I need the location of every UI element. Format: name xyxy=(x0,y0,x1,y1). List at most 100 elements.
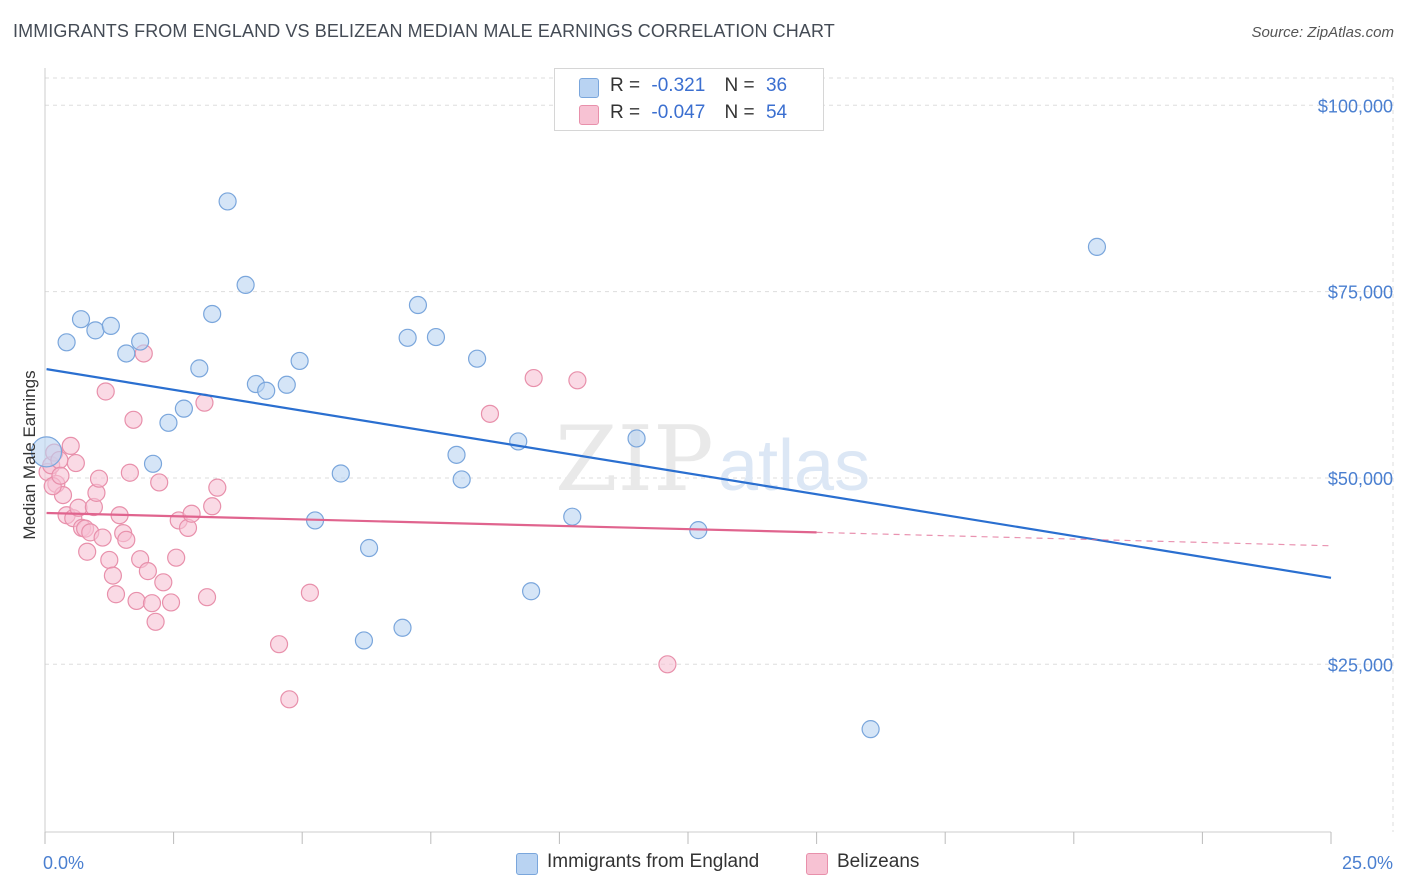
england-point xyxy=(522,582,541,601)
legend: R = -0.321 N = 36 R = -0.047 N = 54 xyxy=(554,68,824,131)
belizeans-point xyxy=(161,593,181,612)
y-tick-labels: $25,000 $50,000 $75,000 $100,000 xyxy=(1318,96,1393,675)
belizeans-point xyxy=(100,550,119,570)
legend-r-value: -0.047 xyxy=(651,102,706,123)
belizeans-point xyxy=(300,583,320,602)
bottom-legend-swatch-blue xyxy=(516,853,538,875)
legend-r-label: R = xyxy=(610,102,641,123)
belizeans-point xyxy=(480,404,500,423)
england-point xyxy=(203,304,222,324)
legend-n-value: 36 xyxy=(765,75,788,96)
england-point xyxy=(452,470,471,489)
england-point xyxy=(86,321,105,340)
england-point xyxy=(447,445,466,464)
england-point xyxy=(190,359,209,378)
england-point xyxy=(627,429,646,448)
england-points xyxy=(30,192,1107,739)
legend-swatch-blue xyxy=(579,78,599,98)
y-tick-label: $100,000 xyxy=(1318,96,1393,116)
legend-swatch-pink xyxy=(579,105,599,125)
belizeans-point xyxy=(208,478,227,497)
belizeans-point xyxy=(142,594,162,613)
england-point xyxy=(159,413,178,432)
england-point xyxy=(143,454,163,473)
belizeans-trend-line xyxy=(46,511,817,534)
legend-text-belizeans: R = -0.047 N = 54 xyxy=(610,102,787,124)
watermark-zip: ZIP xyxy=(555,407,714,512)
belizeans-point xyxy=(280,690,299,709)
belizeans-point xyxy=(96,382,115,401)
grid-lines xyxy=(45,77,1394,832)
watermark: ZIP atlas xyxy=(555,407,870,512)
source-label: Source: ZipAtlas.com xyxy=(1251,24,1394,41)
belizeans-point xyxy=(117,530,136,549)
belizeans-point xyxy=(146,612,165,631)
england-point xyxy=(861,720,880,739)
legend-n-value: 54 xyxy=(765,102,788,123)
belizeans-point xyxy=(658,655,677,674)
england-point xyxy=(57,333,76,352)
y-tick-label: $25,000 xyxy=(1328,655,1393,675)
watermark-atlas: atlas xyxy=(718,426,870,506)
england-point xyxy=(408,295,428,315)
england-point xyxy=(331,464,350,483)
belizeans-point xyxy=(78,542,97,561)
chart-title: IMMIGRANTS FROM ENGLAND VS BELIZEAN MEDI… xyxy=(13,21,835,41)
bottom-legend-swatch-pink xyxy=(806,853,828,875)
england-point xyxy=(257,381,276,400)
belizeans-point xyxy=(568,371,587,390)
legend-text-england: R = -0.321 N = 36 xyxy=(610,75,787,97)
england-point xyxy=(71,310,91,329)
x-tick-label-min: 0.0% xyxy=(43,853,84,873)
england-point xyxy=(290,351,309,371)
england-point xyxy=(277,375,296,394)
belizeans-point xyxy=(138,562,157,581)
england-point xyxy=(398,328,417,347)
england-point xyxy=(354,631,374,650)
england-point xyxy=(393,618,412,637)
belizeans-point xyxy=(269,635,289,654)
belizeans-point xyxy=(66,453,85,473)
england-point xyxy=(131,332,150,351)
legend-r-label: R = xyxy=(610,75,641,96)
belizeans-point xyxy=(124,410,143,429)
legend-n-label: N = xyxy=(724,75,755,96)
belizeans-point xyxy=(167,548,186,567)
y-tick-label: $75,000 xyxy=(1328,283,1393,303)
legend-r-value: -0.321 xyxy=(651,75,706,96)
england-point xyxy=(236,275,255,295)
x-tick-labels: 0.0% 25.0% xyxy=(43,853,1393,873)
belizeans-point xyxy=(150,473,169,492)
belizeans-point xyxy=(89,469,109,488)
belizeans-point xyxy=(203,497,222,516)
belizeans-point xyxy=(61,436,80,456)
england-trend-line xyxy=(46,368,1332,579)
england-point xyxy=(174,399,193,418)
england-point xyxy=(563,507,582,526)
belizeans-point xyxy=(93,528,112,547)
y-tick-label: $50,000 xyxy=(1328,469,1393,489)
belizeans-point xyxy=(197,588,217,607)
england-point xyxy=(30,436,63,468)
belizeans-point xyxy=(154,573,173,592)
belizeans-point xyxy=(524,368,543,388)
belizeans-point xyxy=(106,585,126,604)
england-point xyxy=(426,327,446,347)
england-point xyxy=(218,192,237,211)
belizeans-point xyxy=(182,504,201,523)
belizeans-point xyxy=(51,466,70,485)
belizeans-trend-extension xyxy=(816,531,1332,547)
belizeans-point xyxy=(127,591,146,611)
belizeans-point xyxy=(103,566,123,585)
x-tick-label-max: 25.0% xyxy=(1342,853,1393,873)
england-point xyxy=(1087,237,1107,256)
bottom-legend-label-belizeans: Belizeans xyxy=(837,851,920,872)
england-point xyxy=(467,349,487,368)
trend-lines xyxy=(46,368,1332,579)
england-point xyxy=(101,316,120,335)
y-axis-label: Median Male Earnings xyxy=(20,370,39,539)
belizeans-point xyxy=(120,463,139,482)
bottom-legend-label-england: Immigrants from England xyxy=(547,851,760,872)
england-point xyxy=(359,538,379,558)
